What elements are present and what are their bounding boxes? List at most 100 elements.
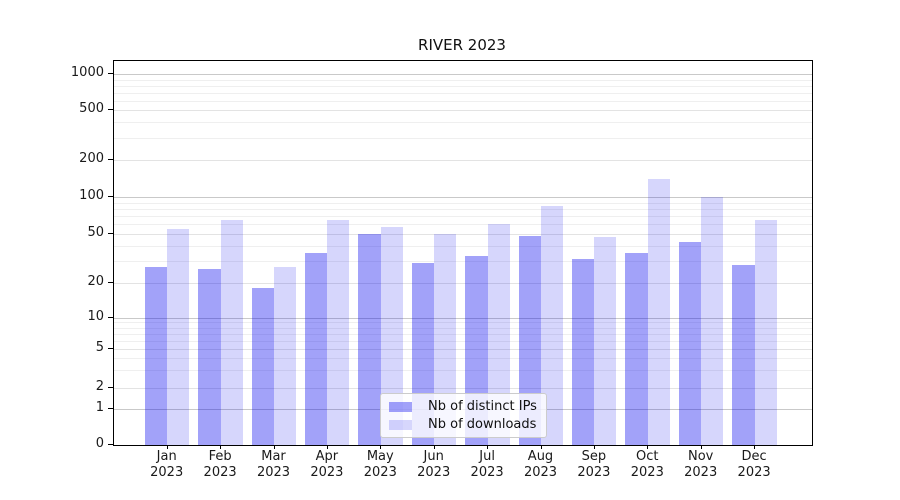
bar-nb-of-downloads-jul-2023 (487, 224, 510, 445)
y-tick-mark (108, 316, 113, 318)
minor-gridline (114, 340, 812, 342)
bar-nb-of-distinct-ips-sep-2023 (571, 259, 595, 445)
x-tick-mark (540, 445, 542, 449)
y-tick-mark (108, 73, 113, 75)
bar-nb-of-downloads-may-2023 (380, 226, 403, 445)
y-tick-label-5: 5 (95, 339, 104, 355)
x-tick-label-jun-2023: Jun 2023 (417, 449, 451, 480)
y-tick-mark (108, 109, 113, 111)
y-tick-mark (108, 158, 113, 160)
x-tick-mark (647, 445, 649, 449)
y-tick-mark (108, 281, 113, 283)
minor-gridline (114, 261, 812, 262)
x-tick-label-dec-2023: Dec 2023 (737, 449, 771, 480)
x-tick-mark (700, 445, 702, 449)
y-tick-mark (108, 196, 113, 197)
minor-gridline (114, 122, 812, 124)
x-tick-label-sep-2023: Sep 2023 (577, 449, 611, 480)
bar-nb-of-downloads-mar-2023 (274, 266, 296, 445)
gridline-5 (114, 348, 812, 350)
y-tick-mark (108, 386, 113, 388)
y-tick-label-200: 200 (79, 150, 104, 166)
bar-nb-of-downloads-oct-2023 (647, 178, 670, 445)
bar-nb-of-downloads-feb-2023 (220, 219, 243, 445)
bar-nb-of-distinct-ips-jan-2023 (144, 266, 168, 445)
minor-gridline (114, 137, 812, 139)
x-tick-mark (754, 445, 756, 449)
legend-label-downloads: Nb of downloads (428, 417, 537, 432)
bar-nb-of-distinct-ips-nov-2023 (678, 241, 702, 445)
x-tick-label-nov-2023: Nov 2023 (684, 449, 718, 480)
minor-gridline (114, 358, 812, 360)
x-tick-mark (593, 445, 595, 449)
gridline-500 (114, 110, 812, 112)
y-tick-label-2: 2 (95, 378, 104, 394)
gridline-20 (114, 282, 812, 284)
minor-gridline (114, 370, 812, 372)
y-tick-label-500: 500 (79, 101, 104, 117)
bar-nb-of-distinct-ips-oct-2023 (625, 252, 648, 445)
x-tick-label-aug-2023: Aug 2023 (523, 449, 558, 480)
bar-nb-of-downloads-aug-2023 (541, 205, 563, 445)
bar-nb-of-downloads-dec-2023 (754, 219, 777, 445)
minor-gridline (114, 333, 812, 335)
y-tick-mark (108, 347, 113, 349)
x-tick-mark (326, 445, 328, 449)
bar-nb-of-downloads-nov-2023 (701, 197, 724, 445)
bar-nb-of-distinct-ips-feb-2023 (198, 268, 221, 445)
bar-nb-of-downloads-sep-2023 (594, 237, 617, 445)
legend-swatch-downloads (389, 419, 412, 430)
legend-item-distinct-ips: Nb of distinct IPs (389, 399, 537, 414)
minor-gridline (114, 245, 812, 247)
legend: Nb of distinct IPs Nb of downloads (380, 393, 547, 438)
x-tick-label-oct-2023: Oct 2023 (630, 449, 664, 480)
x-tick-label-may-2023: May 2023 (363, 449, 397, 480)
x-tick-label-jul-2023: Jul 2023 (470, 449, 504, 480)
bar-nb-of-distinct-ips-aug-2023 (518, 235, 541, 445)
x-tick-label-apr-2023: Apr 2023 (310, 449, 344, 480)
gridline-200 (114, 159, 812, 161)
y-tick-label-10: 10 (87, 308, 104, 324)
x-tick-label-feb-2023: Feb 2023 (203, 449, 237, 480)
bar-nb-of-downloads-apr-2023 (327, 219, 350, 445)
plot-area: Nb of distinct IPs Nb of downloads (113, 60, 813, 446)
legend-label-distinct-ips: Nb of distinct IPs (428, 399, 537, 414)
x-tick-label-mar-2023: Mar 2023 (256, 449, 291, 480)
y-tick-mark (108, 407, 113, 409)
y-tick-label-0: 0 (95, 436, 104, 452)
bar-nb-of-downloads-jun-2023 (434, 233, 457, 445)
y-tick-label-1000: 1000 (70, 65, 104, 81)
legend-item-downloads: Nb of downloads (389, 417, 537, 432)
y-tick-label-100: 100 (79, 188, 104, 203)
y-tick-label-1: 1 (95, 399, 104, 415)
minor-gridline (114, 224, 812, 225)
gridline-2 (114, 387, 812, 389)
y-tick-mark (108, 232, 113, 234)
x-tick-mark (433, 445, 435, 449)
gridline-1000 (114, 74, 812, 76)
gridline-50 (114, 233, 812, 235)
minor-gridline (114, 100, 812, 102)
bar-nb-of-distinct-ips-may-2023 (358, 233, 381, 445)
x-tick-mark (220, 445, 222, 449)
x-tick-mark (487, 445, 489, 449)
minor-gridline (114, 322, 812, 324)
minor-gridline (114, 85, 812, 87)
minor-gridline (114, 202, 812, 204)
y-tick-mark (108, 444, 113, 446)
minor-gridline (114, 79, 812, 81)
x-tick-label-jan-2023: Jan 2023 (150, 449, 184, 480)
minor-gridline (114, 208, 812, 210)
gridline-100 (114, 197, 812, 198)
minor-gridline (114, 215, 812, 217)
gridline-10 (114, 317, 812, 319)
x-tick-mark (166, 445, 168, 449)
y-tick-label-50: 50 (87, 224, 104, 240)
bar-nb-of-distinct-ips-apr-2023 (304, 252, 328, 445)
y-tick-label-20: 20 (87, 273, 104, 289)
minor-gridline (114, 327, 812, 329)
bar-nb-of-distinct-ips-mar-2023 (251, 288, 274, 445)
x-tick-mark (273, 445, 275, 449)
x-tick-mark (380, 445, 382, 449)
